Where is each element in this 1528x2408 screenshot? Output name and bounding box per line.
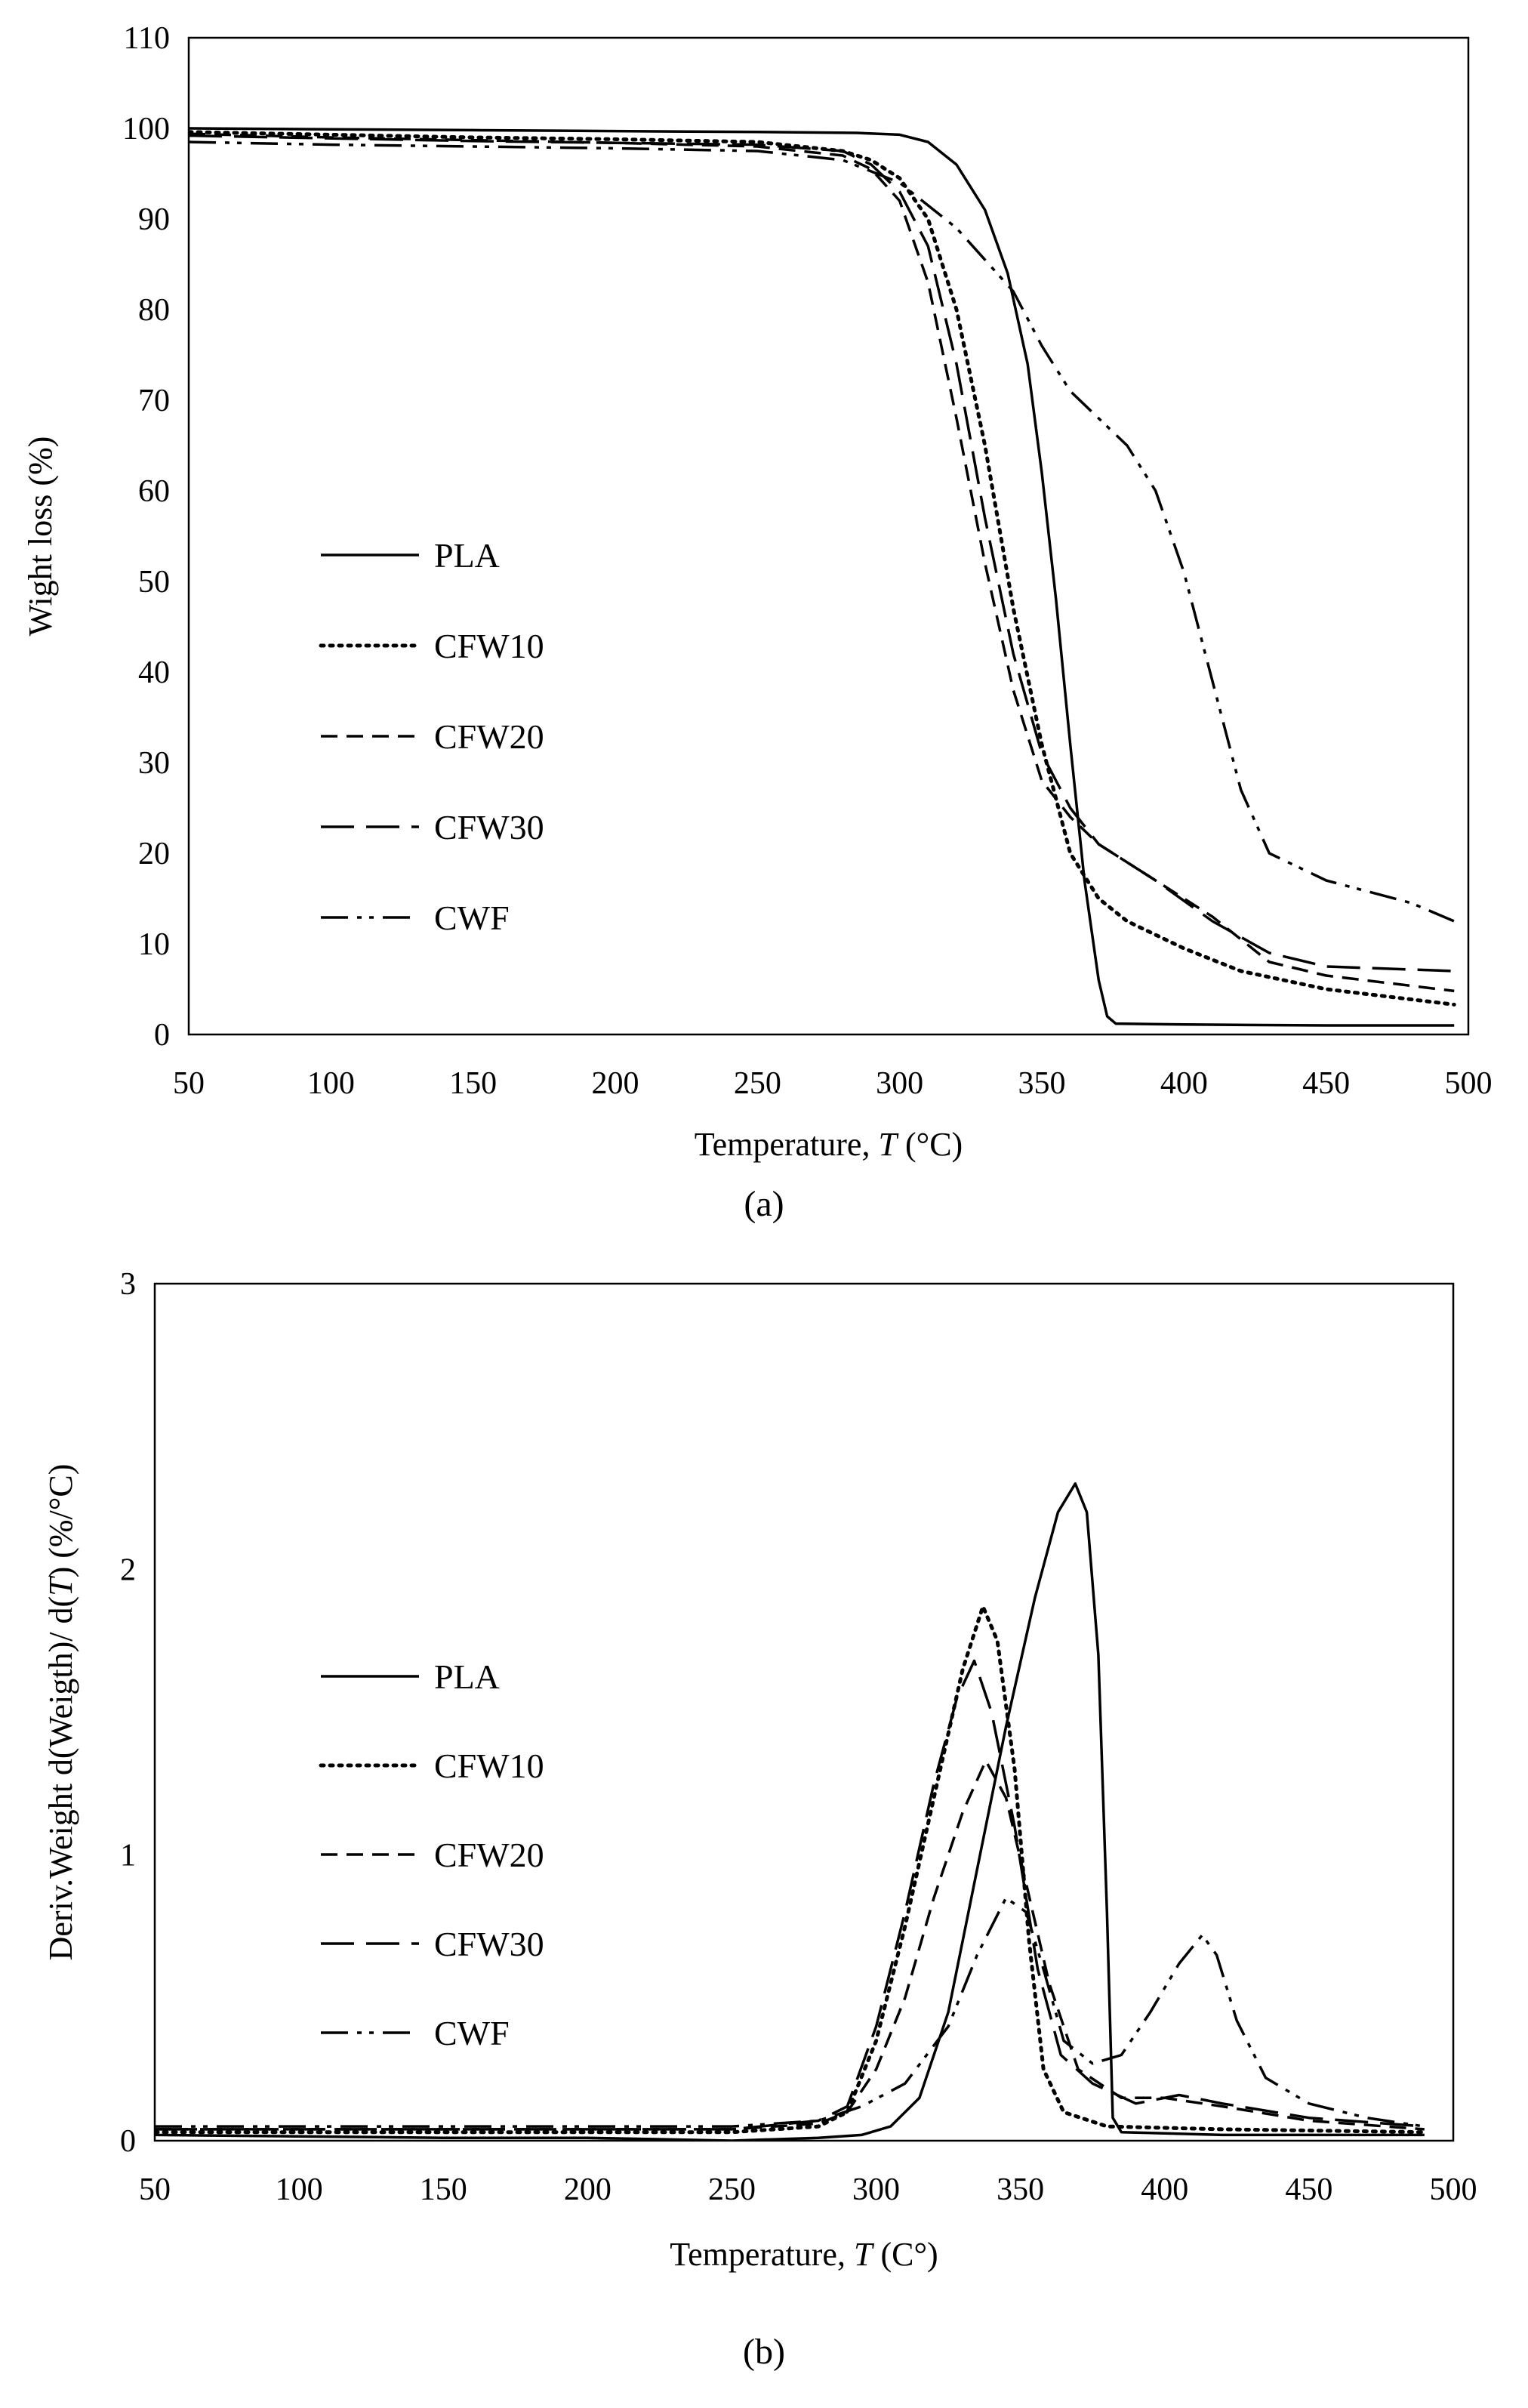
legend-label-pla: PLA (434, 1657, 500, 1696)
x-tick-label: 150 (449, 1066, 497, 1101)
series-line-cfw10 (155, 1605, 1427, 2135)
series-line-pla (155, 1482, 1425, 2141)
x-tick-label: 100 (276, 2172, 323, 2207)
plot-frame (187, 36, 1470, 1036)
x-tick-label: 300 (876, 1066, 923, 1101)
x-tick-label: 200 (564, 2172, 612, 2207)
legend-label-cfw30: CFW30 (434, 808, 544, 846)
legend-label-cfw20: CFW20 (434, 717, 544, 756)
panel-b-caption: (b) (743, 2332, 785, 2372)
x-tick-label: 50 (173, 1066, 205, 1101)
x-tick-label: 300 (852, 2172, 900, 2207)
series-line-pla (189, 127, 1455, 1027)
series-line-cfw30 (155, 1659, 1425, 2131)
series-line-cfw20 (189, 132, 1455, 993)
panel-a-caption: (a) (744, 1184, 784, 1224)
series-line-cfw10 (189, 130, 1456, 1007)
y-tick-label: 90 (138, 202, 170, 237)
x-tick-label: 200 (592, 1066, 639, 1101)
y-tick-label: 70 (138, 384, 170, 418)
x-axis-label: Temperature, T (°C) (695, 1126, 963, 1163)
y-tick-label: 1 (120, 1839, 136, 1873)
y-tick-label: 80 (138, 293, 170, 328)
y-tick-label: 3 (120, 1267, 136, 1302)
y-tick-label: 40 (138, 655, 170, 690)
legend-label-cfw30: CFW30 (434, 1925, 544, 1963)
x-tick-label: 500 (1430, 2172, 1477, 2207)
x-tick-label: 100 (307, 1066, 355, 1101)
x-tick-label: 400 (1160, 1066, 1208, 1101)
panel-a-weight-loss-chart: 50 100 150 200 250 300 350 400 450 500 0 10 20 30 40 50… (22, 21, 1493, 1163)
y-tick-label: 60 (138, 474, 170, 509)
x-tick-label: 450 (1302, 1066, 1350, 1101)
y-tick-label: 10 (138, 927, 170, 962)
legend-label-cwf: CWF (434, 2014, 510, 2052)
x-tick-label: 450 (1285, 2172, 1332, 2207)
series-line-cwf (155, 1896, 1425, 2128)
x-tick-label: 50 (139, 2172, 171, 2207)
x-tick-label: 400 (1141, 2172, 1188, 2207)
y-tick-label: 0 (154, 1018, 170, 1053)
legend-label-cfw20: CFW20 (434, 1836, 544, 1874)
y-axis-label: Deriv.Weight d(Weigth)/ d(T) (%/°C) (42, 1464, 79, 1961)
legend-label-cfw10: CFW10 (434, 627, 544, 665)
plot-frame (153, 1282, 1455, 2142)
y-tick-label: 110 (124, 21, 170, 56)
y-tick-label: 50 (138, 565, 170, 600)
y-tick-label: 2 (120, 1552, 136, 1587)
series-line-cwf (189, 140, 1455, 923)
legend-label-cfw10: CFW10 (434, 1747, 544, 1785)
y-tick-label: 0 (120, 2124, 136, 2159)
x-tick-label: 150 (420, 2172, 467, 2207)
x-tick-label: 500 (1445, 1066, 1493, 1101)
x-tick-label: 350 (1018, 1066, 1066, 1101)
y-axis-label: Wight loss (%) (22, 436, 59, 637)
y-tick-label: 20 (138, 837, 170, 871)
x-tick-label: 250 (734, 1066, 781, 1101)
y-tick-label: 100 (122, 112, 170, 146)
x-tick-label: 350 (997, 2172, 1044, 2207)
panel-b-derivative-chart: 50 100 150 200 250 300 350 400 450 500 0 1 2 3 Tempera… (42, 1267, 1477, 2273)
y-tick-label: 30 (138, 746, 170, 781)
x-tick-label: 250 (708, 2172, 756, 2207)
legend-label-pla: PLA (434, 536, 500, 575)
x-axis-label: Temperature, T (C°) (670, 2236, 938, 2273)
legend-label-cwf: CWF (434, 899, 510, 937)
